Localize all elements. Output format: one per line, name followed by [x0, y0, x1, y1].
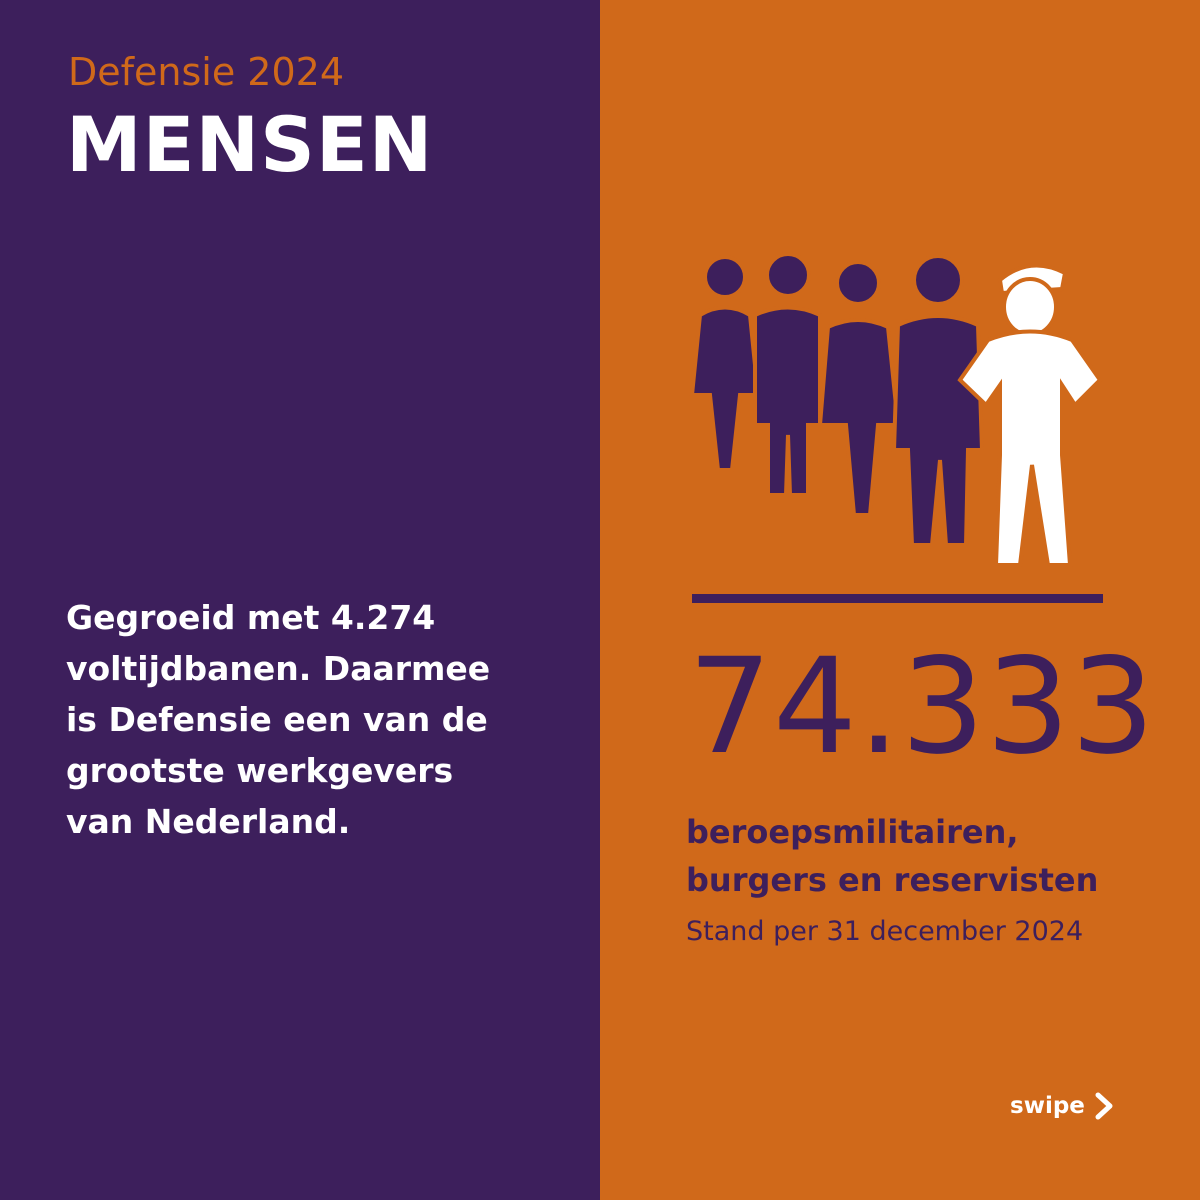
body-text: Gegroeid met 4.274 voltijdbanen. Daarmee… [66, 598, 491, 841]
headcount-subtitle: beroepsmilitairen, burgers en reserviste… [686, 813, 1099, 899]
left-panel [0, 0, 600, 1200]
swipe-label: swipe [1010, 1093, 1085, 1119]
page-title: MENSEN [66, 100, 434, 189]
swipe-button[interactable]: swipe [1010, 1092, 1115, 1120]
headcount-number: 74.333 [688, 630, 1156, 784]
divider-line [692, 594, 1103, 603]
chevron-right-icon [1095, 1092, 1113, 1120]
kicker-text: Defensie 2024 [68, 50, 345, 94]
date-note: Stand per 31 december 2024 [686, 916, 1084, 947]
group-of-people-icon [689, 252, 1103, 567]
